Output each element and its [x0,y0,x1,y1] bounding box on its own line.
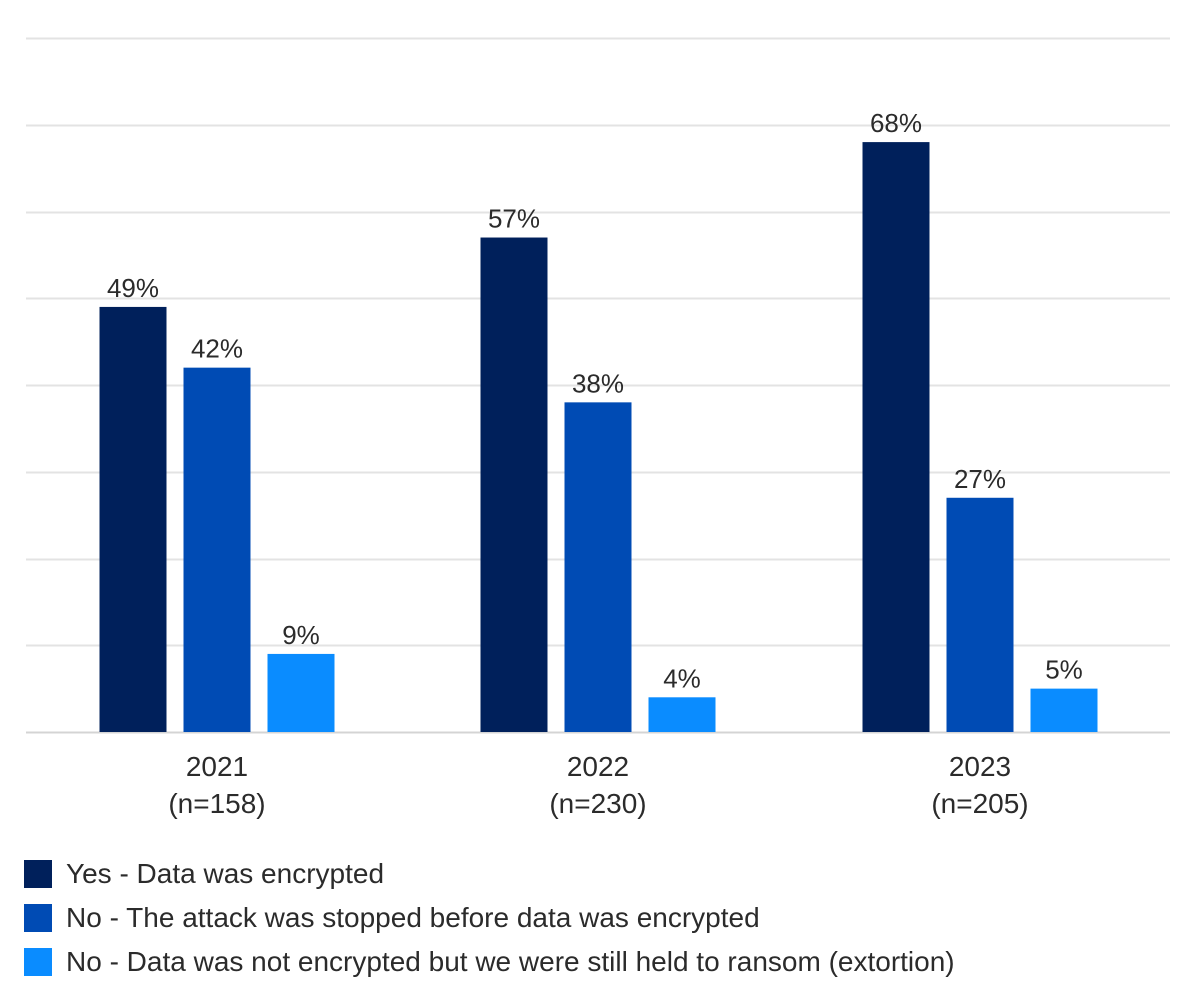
value-label-2023-series-3: 5% [1045,655,1083,685]
bar-2023-series-1 [862,142,930,733]
bars [99,142,1098,733]
legend: Yes - Data was encrypted No - The attack… [24,852,955,984]
value-label-2021-series-2: 42% [191,334,243,364]
bar-2021-series-1 [99,306,167,732]
bar-2023-series-2 [946,497,1014,732]
value-label-2021-series-3: 9% [282,620,320,650]
legend-item-extortion: No - Data was not encrypted but we were … [24,940,955,984]
value-label-2023-series-2: 27% [954,464,1006,494]
legend-label-encrypted: Yes - Data was encrypted [66,858,385,889]
value-label-2022-series-3: 4% [663,663,701,693]
category-subtitle-2023: (n=205) [931,788,1028,819]
bar-2021-series-2 [183,367,251,732]
bar-2022-series-1 [480,237,548,732]
bar-2023-series-3 [1030,688,1098,732]
category-label-2021: 2021 [186,751,248,782]
legend-item-stopped: No - The attack was stopped before data … [24,896,955,940]
category-subtitle-2022: (n=230) [549,788,646,819]
legend-label-extortion: No - Data was not encrypted but we were … [66,946,955,977]
bar-2021-series-3 [267,653,335,732]
value-label-2023-series-1: 68% [870,108,922,138]
legend-swatch-stopped [24,904,52,932]
value-labels: 49% 42% 9% 57% 38% 4% 68% 27% 5% [107,108,1083,693]
legend-swatch-extortion [24,948,52,976]
bar-2022-series-3 [648,697,716,732]
legend-item-encrypted: Yes - Data was encrypted [24,852,955,896]
category-labels: 2021 (n=158) 2022 (n=230) 2023 (n=205) [168,751,1028,819]
legend-label-stopped: No - The attack was stopped before data … [66,902,760,933]
category-label-2023: 2023 [949,751,1011,782]
category-label-2022: 2022 [567,751,629,782]
value-label-2022-series-2: 38% [572,368,624,398]
bar-2022-series-2 [564,402,632,732]
bar-chart: 49% 42% 9% 57% 38% 4% 68% 27% 5% 2021 (n=158) 2022… [26,37,1170,819]
category-subtitle-2021: (n=158) [168,788,265,819]
value-label-2022-series-1: 57% [488,204,540,234]
value-label-2021-series-1: 49% [107,273,159,303]
legend-swatch-encrypted [24,860,52,888]
